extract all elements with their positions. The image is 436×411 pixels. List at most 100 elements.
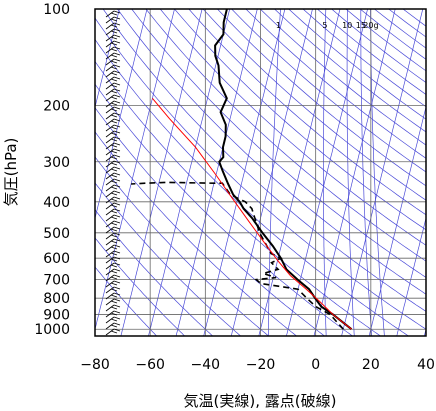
dry-adiabat-line xyxy=(102,9,426,312)
y-tick-label: 200 xyxy=(43,98,70,114)
wind-barb-flag xyxy=(113,316,121,320)
wind-barb-flag xyxy=(110,72,118,76)
wind-barb-flag xyxy=(113,262,121,266)
wind-barb-shaft xyxy=(105,208,115,216)
wind-barb-flag xyxy=(110,42,118,46)
wind-barb-flag xyxy=(113,304,121,308)
wind-barb-flag xyxy=(113,28,121,32)
wind-barb xyxy=(105,130,121,138)
dry-adiabat-line xyxy=(302,9,426,108)
wind-barb-flag xyxy=(110,330,118,334)
wind-barb-flag xyxy=(110,144,118,148)
wind-barb xyxy=(105,82,121,90)
wind-barb-flag xyxy=(113,190,121,194)
wind-barb-shaft xyxy=(105,148,115,156)
wind-barb xyxy=(105,160,121,168)
wind-barb-flag xyxy=(110,18,118,22)
wind-barb-shaft xyxy=(105,112,115,120)
dry-adiabat-line xyxy=(95,38,410,336)
mixing-ratio-label: 5 xyxy=(322,21,327,30)
wind-barb-shaft xyxy=(105,226,115,234)
wind-barb-shaft xyxy=(105,130,115,138)
wind-barb-shaft xyxy=(105,64,115,72)
wind-barb-flag xyxy=(110,54,118,58)
wind-barb-flag xyxy=(113,10,121,14)
wind-barb xyxy=(105,178,121,186)
wind-barb-shaft xyxy=(105,184,115,192)
wind-barb-flag xyxy=(113,40,121,44)
wind-barb-flag xyxy=(113,274,121,278)
wind-barb-shaft xyxy=(105,10,115,18)
dry-adiabat-line xyxy=(217,9,426,187)
wind-barb-flag xyxy=(113,88,121,92)
wind-barb xyxy=(105,10,121,18)
wind-barb-flag xyxy=(110,312,118,316)
y-tick-label: 500 xyxy=(43,226,70,242)
wind-barb xyxy=(105,268,121,276)
dry-adiabat-line xyxy=(245,9,426,159)
wind-barb-shaft xyxy=(105,88,115,96)
wind-barb-flag xyxy=(113,310,121,314)
wind-barb-flag xyxy=(113,232,121,236)
wind-barb xyxy=(105,100,121,108)
wind-barb-flag xyxy=(113,256,121,260)
wind-barb-flag xyxy=(113,250,121,254)
wind-barb xyxy=(105,238,121,246)
grid xyxy=(95,9,426,336)
wind-barb-flag xyxy=(110,84,118,88)
wind-barb-flag xyxy=(110,150,118,154)
wind-barb-shaft xyxy=(105,190,115,198)
dry-adiabat-line xyxy=(317,9,426,95)
y-axis-label: 気圧(hPa) xyxy=(2,138,20,207)
wind-barb xyxy=(105,64,121,72)
mixing-ratio-label: 20g xyxy=(363,21,378,30)
mixing-ratio-line xyxy=(267,9,281,336)
wind-barb-shaft xyxy=(105,304,115,312)
wind-barb-flag xyxy=(113,130,121,134)
x-tick-label: 20 xyxy=(362,357,380,373)
wind-barb-flag xyxy=(110,306,118,310)
wind-barb xyxy=(105,226,121,234)
wind-barb-flag xyxy=(113,118,121,122)
y-tick-label: 700 xyxy=(43,273,70,289)
wind-barb xyxy=(105,244,121,252)
wind-barb-flag xyxy=(113,160,121,164)
wind-barb xyxy=(105,76,121,84)
wind-barb-shaft xyxy=(105,22,115,30)
wind-barb-flag xyxy=(110,318,118,322)
wind-barb-shaft xyxy=(105,16,115,24)
wind-barb xyxy=(105,310,121,318)
mixing-ratio-label: 10 xyxy=(342,21,352,30)
wind-barb-flag xyxy=(113,322,121,326)
wind-barb-flag xyxy=(110,174,118,178)
y-tick-label: 900 xyxy=(43,308,70,324)
wind-barb xyxy=(105,286,121,294)
wind-barb-shaft xyxy=(105,166,115,174)
wind-barb-flag xyxy=(110,252,118,256)
wind-barb-flag xyxy=(110,30,118,34)
wind-barb-flag xyxy=(113,208,121,212)
wind-barb-flag xyxy=(110,198,118,202)
wind-barb-flag xyxy=(113,136,121,140)
wind-barb xyxy=(105,208,121,216)
wind-barb xyxy=(105,190,121,198)
wind-barb-flag xyxy=(110,324,118,328)
wind-barb xyxy=(105,16,121,24)
wind-barb-shaft xyxy=(105,196,115,204)
dry-adiabat-line xyxy=(374,9,426,49)
wind-barb-flag xyxy=(113,172,121,176)
wind-barb xyxy=(105,220,121,228)
wind-barb-shaft xyxy=(105,178,115,186)
x-tick-label: 40 xyxy=(417,357,435,373)
wind-barb xyxy=(105,250,121,258)
wind-barb-flag xyxy=(110,282,118,286)
wind-barb xyxy=(105,94,121,102)
wind-barb-shaft xyxy=(105,46,115,54)
wind-barb xyxy=(105,70,121,78)
wind-barb-shaft xyxy=(105,214,115,222)
wind-barb-shaft xyxy=(105,34,115,42)
wind-barb-flag xyxy=(113,238,121,242)
wind-barb xyxy=(105,184,121,192)
wind-barb-flag xyxy=(113,292,121,296)
